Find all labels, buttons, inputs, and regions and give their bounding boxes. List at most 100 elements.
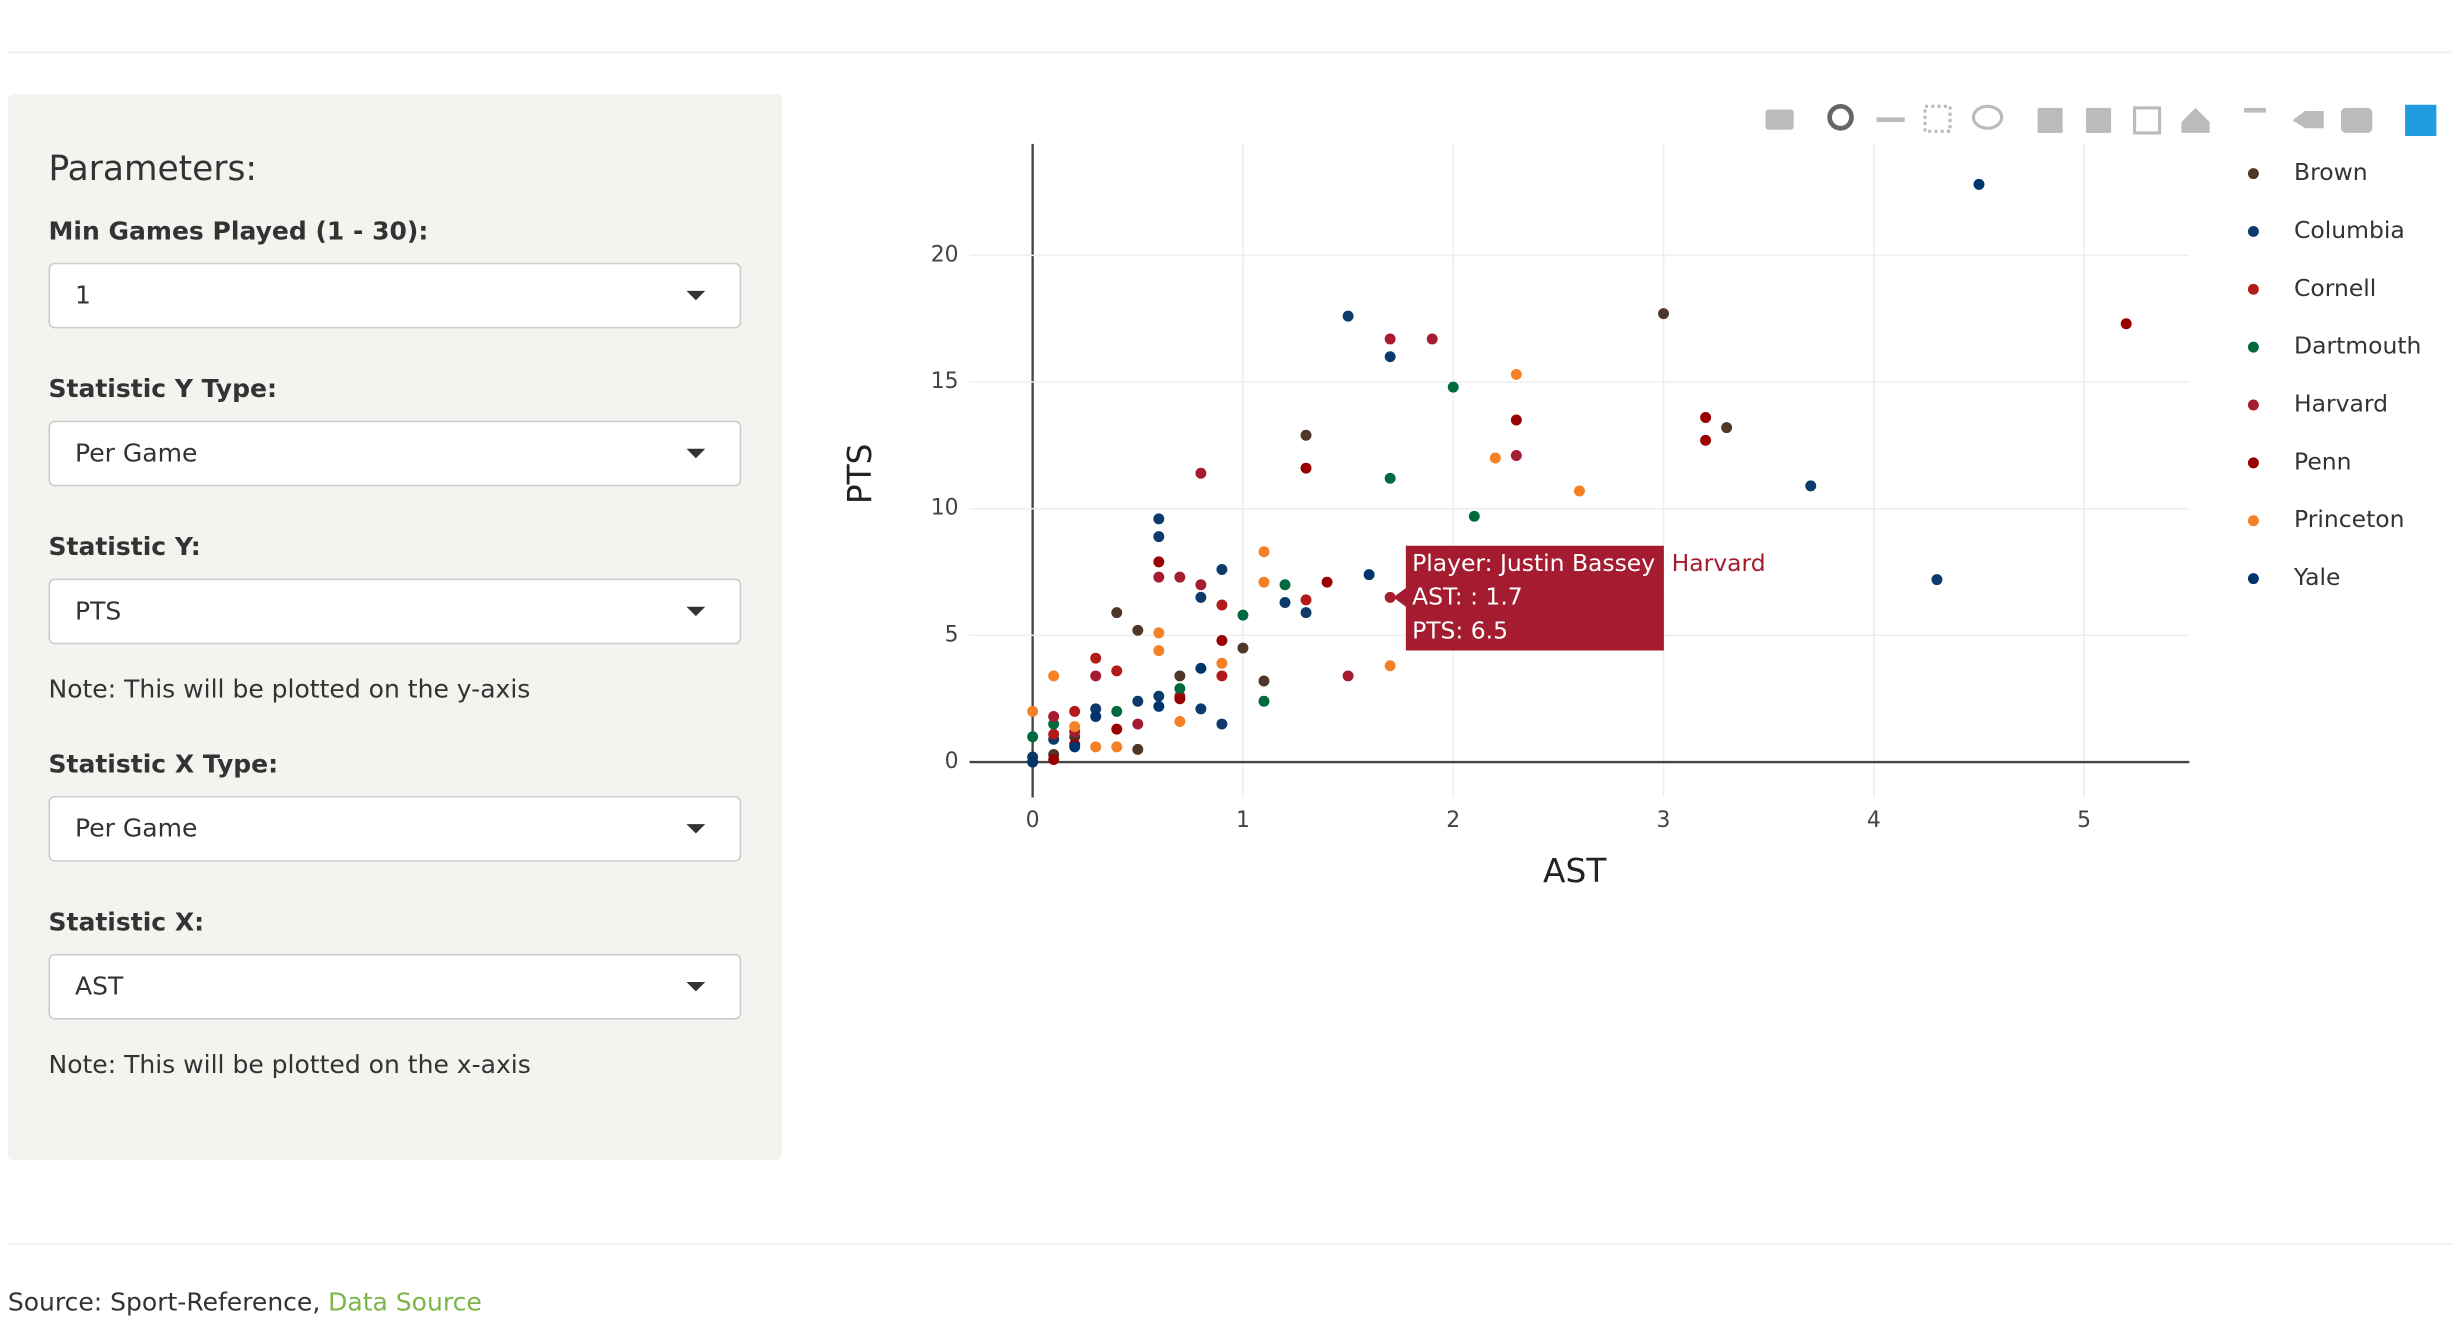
data-point xyxy=(1195,467,1207,479)
camera-icon[interactable] xyxy=(1765,109,1794,130)
legend-label: Dartmouth xyxy=(2294,332,2421,360)
data-point xyxy=(1237,642,1249,654)
tooltip-line: PTS: 6.5 xyxy=(1412,616,1508,644)
chart: 0 1 2 3 4 5 0 5 10 15 20 AST PTS Brown Columbia Cornell… xyxy=(841,103,2437,890)
x-tick-label: 4 xyxy=(1867,808,1881,833)
data-point xyxy=(1111,705,1123,717)
legend-marker xyxy=(2247,168,2259,180)
data-point xyxy=(1195,591,1207,603)
data-point xyxy=(1658,308,1670,320)
legend-label: Penn xyxy=(2294,447,2351,475)
data-point xyxy=(1174,670,1186,682)
data-point xyxy=(1384,660,1396,672)
dropdown[interactable]: AST xyxy=(48,953,742,1020)
select-icon[interactable] xyxy=(1923,104,1952,133)
divider xyxy=(7,51,2452,54)
field-label: Statistic Y: xyxy=(48,531,201,562)
legend-label: Cornell xyxy=(2294,274,2376,302)
footer-text: Source: Sport-Reference, xyxy=(7,1286,321,1317)
y-tick-label: 0 xyxy=(945,749,959,774)
pan-icon[interactable] xyxy=(1876,117,1905,122)
dropdown[interactable]: 1 xyxy=(48,262,742,329)
x-tick-label: 1 xyxy=(1236,808,1250,833)
data-point xyxy=(1216,657,1228,669)
autoscale-icon[interactable] xyxy=(2132,106,2162,135)
spike-icon[interactable] xyxy=(2244,107,2266,113)
data-point xyxy=(1090,652,1102,664)
data-point xyxy=(1510,414,1522,426)
hover-closest-icon[interactable] xyxy=(2292,111,2324,129)
dropdown[interactable]: PTS xyxy=(48,578,742,645)
dropdown-value: Per Game xyxy=(75,437,198,468)
data-point xyxy=(1195,703,1207,715)
data-point xyxy=(1510,450,1522,461)
sidebar: Parameters: Min Games Played (1 - 30): 1 S… xyxy=(7,93,782,1161)
data-point xyxy=(1153,513,1165,525)
data-point xyxy=(1027,705,1039,717)
tooltip-trace: Harvard xyxy=(1672,549,1766,577)
field-label: Statistic X Type: xyxy=(48,749,279,779)
x-tick-label: 3 xyxy=(1657,808,1671,833)
data-point xyxy=(1426,333,1438,345)
data-point xyxy=(1090,703,1102,715)
data-point xyxy=(1468,510,1480,522)
dropdown-caret xyxy=(686,606,706,617)
data-point xyxy=(1258,695,1270,707)
lasso-icon[interactable] xyxy=(1971,104,2004,130)
reset-icon[interactable] xyxy=(2181,107,2210,133)
data-point xyxy=(1132,695,1144,707)
data-point xyxy=(1090,710,1102,722)
data-point xyxy=(1805,480,1817,492)
data-point xyxy=(1111,741,1123,753)
zoom-icon[interactable] xyxy=(1827,103,1854,131)
data-point xyxy=(1931,574,1943,586)
data-point xyxy=(1027,756,1039,768)
data-point xyxy=(1153,700,1165,712)
hover-compare-icon[interactable] xyxy=(2340,107,2373,133)
data-point xyxy=(1090,670,1102,682)
data-source-link[interactable]: Data Source xyxy=(328,1286,482,1317)
y-tick-label: 15 xyxy=(931,369,959,394)
legend-marker xyxy=(2247,573,2259,585)
data-point xyxy=(1048,718,1060,730)
x-tick-label: 5 xyxy=(2077,808,2091,833)
dropdown[interactable]: Per Game xyxy=(48,420,742,487)
modebar[interactable] xyxy=(1765,103,2437,137)
data-point xyxy=(1363,569,1375,581)
data-point xyxy=(1132,624,1144,636)
data-point xyxy=(1174,716,1186,727)
data-point xyxy=(1279,579,1291,591)
legend-label: Columbia xyxy=(2294,216,2405,244)
data-point xyxy=(1216,564,1228,575)
legend-marker xyxy=(2247,457,2259,469)
data-point xyxy=(1153,627,1165,639)
dropdown[interactable]: Per Game xyxy=(48,795,742,862)
data-point xyxy=(1111,723,1123,735)
legend-label: Princeton xyxy=(2294,505,2404,533)
data-point xyxy=(1069,721,1081,733)
data-point xyxy=(1300,607,1312,619)
data-point xyxy=(1132,718,1144,730)
plotly-logo[interactable] xyxy=(2405,104,2437,137)
data-point xyxy=(1447,381,1459,393)
field-label: Statistic Y Type: xyxy=(48,373,277,404)
legend-label: Yale xyxy=(2293,563,2340,591)
y-tick-label: 10 xyxy=(931,496,959,521)
data-point xyxy=(1216,599,1228,611)
data-point xyxy=(1216,670,1228,682)
data-point xyxy=(1048,754,1060,765)
sidebar-title: Parameters: xyxy=(48,150,257,190)
dropdown-value: 1 xyxy=(75,279,91,310)
dropdown-value: Per Game xyxy=(75,813,198,843)
data-point xyxy=(1195,662,1207,674)
dropdown-caret xyxy=(686,448,706,459)
dropdown-caret xyxy=(686,824,706,834)
data-point xyxy=(1384,351,1396,363)
data-point xyxy=(1132,743,1144,755)
x-tick-label: 2 xyxy=(1446,808,1460,833)
data-point xyxy=(1090,741,1102,753)
zoom-out-icon[interactable] xyxy=(2086,107,2112,133)
legend-label: Harvard xyxy=(2294,390,2388,418)
zoom-in-icon[interactable] xyxy=(2037,107,2063,133)
